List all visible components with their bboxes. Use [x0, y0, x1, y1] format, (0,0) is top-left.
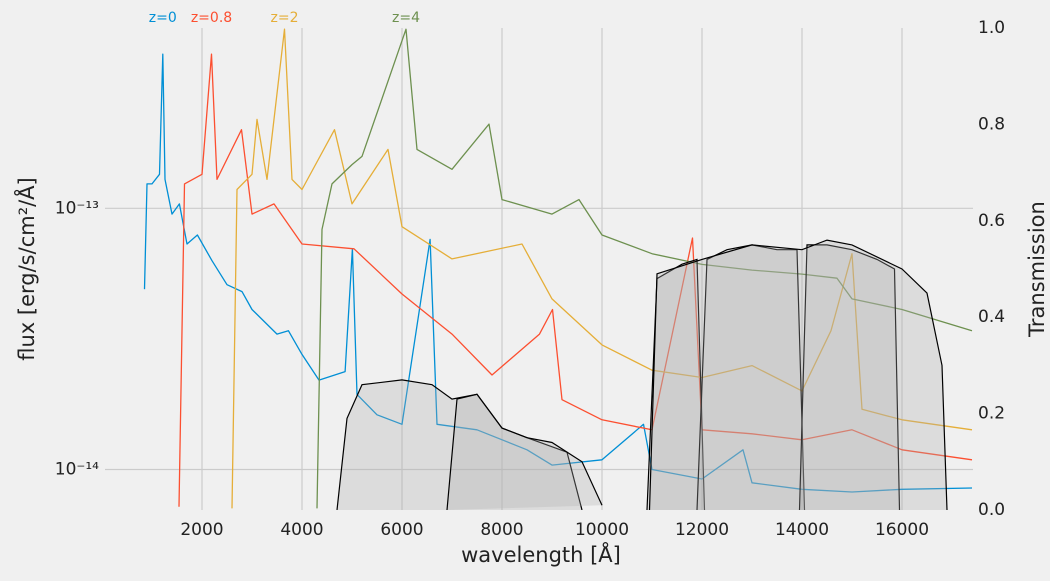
y2-tick-label: 0.4 — [978, 307, 1005, 327]
spectrum-line — [231, 28, 973, 509]
grid — [105, 28, 973, 510]
y2-tick-label: 0.0 — [978, 500, 1005, 520]
filter-area — [647, 259, 705, 510]
filter-area — [799, 244, 900, 510]
x-tick-label: 12000 — [675, 520, 729, 540]
spectrum-line — [178, 53, 973, 507]
plot-area — [143, 28, 973, 510]
spectrum-line — [316, 28, 973, 509]
x-tick-label: 4000 — [280, 520, 323, 540]
filter-curve — [798, 244, 901, 510]
filter-curve — [336, 379, 583, 510]
x-tick-label: 6000 — [380, 520, 423, 540]
y-tick-label: 10⁻¹³ — [55, 198, 99, 218]
filter-area — [649, 240, 947, 510]
x-tick-label: 8000 — [480, 520, 523, 540]
x-tick-label: 14000 — [775, 520, 829, 540]
filter-area — [447, 394, 602, 510]
series-label: z=0 — [149, 10, 177, 26]
filter-area — [337, 379, 582, 510]
spectrum-line — [143, 53, 973, 493]
y2-tick-label: 0.6 — [978, 211, 1005, 231]
filter-curve — [446, 393, 603, 510]
y-tick-label: 10⁻¹⁴ — [55, 460, 99, 480]
series-label: z=2 — [271, 10, 299, 26]
y2-axis-label: Transmission — [1025, 201, 1049, 338]
series-label: z=0.8 — [191, 10, 232, 26]
filter-curve — [648, 239, 948, 510]
y2-tick-label: 1.0 — [978, 18, 1005, 38]
filter-curve — [646, 258, 706, 510]
x-tick-label: 2000 — [180, 520, 223, 540]
labels: 2000 4000 6000 8000 10000 12000 14000 16000 10⁻¹… — [55, 10, 1005, 540]
y2-tick-label: 0.8 — [978, 114, 1005, 134]
y2-tick-label: 0.2 — [978, 404, 1005, 424]
x-tick-label: 16000 — [875, 520, 929, 540]
x-tick-label: 10000 — [575, 520, 629, 540]
series-label: z=4 — [392, 10, 420, 26]
filter-area — [697, 244, 805, 510]
y-axis-label: flux [erg/s/cm²/Å] — [13, 177, 39, 361]
x-axis-label: wavelength [Å] — [461, 541, 621, 567]
